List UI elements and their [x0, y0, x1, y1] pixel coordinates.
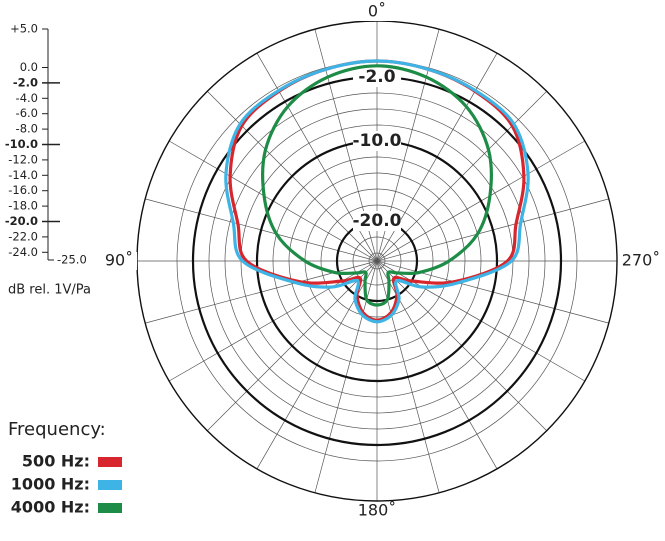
angle-label-bg [359, 502, 395, 520]
ring-label-bg [353, 67, 401, 87]
ring-label: -10.0 [353, 131, 402, 151]
ruler-label: -2.0 [13, 75, 38, 89]
ruler-label: -20.0 [5, 214, 38, 228]
pattern-curve [261, 64, 493, 307]
axis-label: dB rel. 1V/Pa [8, 283, 91, 298]
legend-label: 1000 Hz: [11, 475, 90, 494]
pattern-curve [224, 59, 530, 324]
ring-label-bg [353, 131, 401, 151]
ruler-label: -18.0 [8, 199, 38, 213]
legend-swatch [98, 457, 122, 467]
legend-swatch [98, 480, 122, 490]
ring-label: -20.0 [353, 211, 402, 231]
angle-label-bg [623, 252, 659, 270]
legend-label: 4000 Hz: [11, 498, 90, 517]
ring [272, 156, 482, 366]
ruler-label: -4.0 [16, 91, 38, 105]
ruler-label: -24.0 [8, 245, 38, 259]
legend-swatch [98, 503, 122, 513]
ruler-label: +5.0 [10, 22, 38, 36]
angle-label-bg [359, 3, 395, 21]
angle-label: 0˚ [368, 2, 386, 21]
angle-label-bg [101, 252, 137, 270]
angle-label: 270˚ [622, 251, 661, 270]
ring-label: -2.0 [358, 67, 395, 87]
ring-label-bg [353, 211, 401, 231]
angle-label: 90˚ [105, 251, 133, 270]
ring [368, 252, 386, 270]
ruler-label: -14.0 [8, 168, 38, 182]
ring [208, 92, 546, 430]
angle-label: 180˚ [358, 501, 397, 520]
ruler-label: 0.0 [20, 60, 38, 74]
ruler-label: -25.0 [57, 253, 87, 267]
ring [288, 172, 466, 350]
ruler-label: -6.0 [16, 106, 38, 120]
ruler-label: -16.0 [8, 183, 38, 197]
legend-label: 500 Hz: [22, 452, 90, 471]
ruler-label: -10.0 [5, 137, 38, 151]
ruler-label: -12.0 [8, 152, 38, 166]
ring [224, 108, 530, 414]
ruler-label: -8.0 [16, 122, 38, 136]
ring [352, 236, 402, 286]
ruler-label: -22.0 [8, 229, 38, 243]
legend-title: Frequency: [8, 419, 106, 440]
ring [320, 204, 434, 318]
